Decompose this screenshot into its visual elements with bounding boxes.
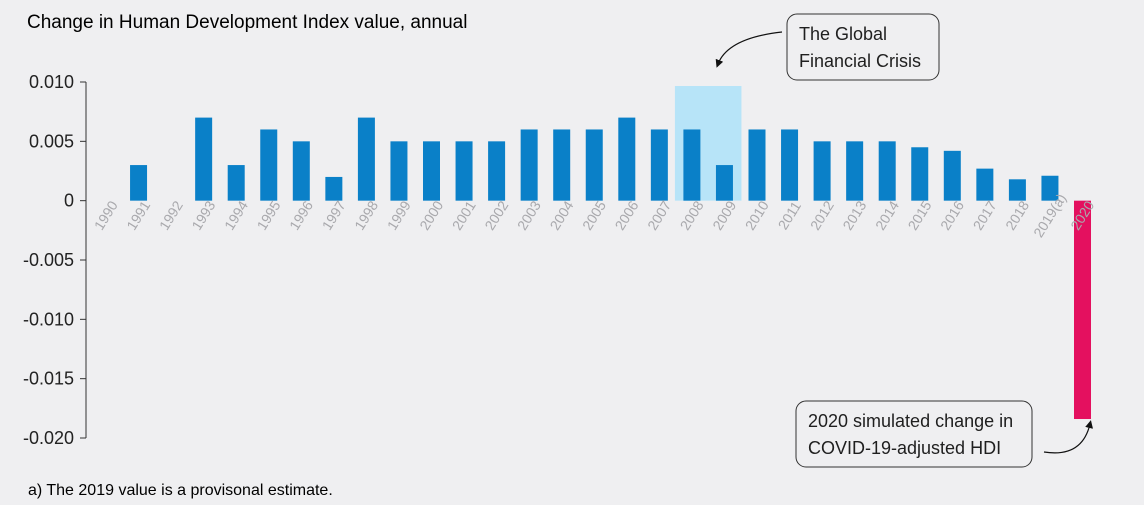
y-tick-label: -0.020	[23, 428, 74, 448]
x-tick-label: 2020	[1067, 198, 1097, 233]
x-tick-label: 1999	[384, 198, 414, 233]
chart-title: Change in Human Development Index value,…	[27, 12, 467, 33]
bar-1994	[227, 165, 245, 201]
bar-2009	[715, 165, 733, 201]
y-tick-label: 0.005	[29, 131, 74, 151]
y-tick-label: -0.005	[23, 250, 74, 270]
x-tick-label: 2014	[872, 198, 902, 233]
bar-2018	[1008, 179, 1026, 201]
x-tick-label: 2016	[937, 198, 967, 233]
bar-2004	[553, 129, 571, 201]
bar-2000	[423, 141, 440, 201]
x-tick-label: 1997	[319, 198, 349, 233]
bar-1993	[195, 117, 213, 201]
x-tick-label: 1993	[188, 198, 218, 233]
callout-box	[795, 400, 1033, 468]
x-tick-label: 1995	[253, 198, 283, 233]
x-tick-label: 2007	[644, 198, 674, 233]
x-tick-label: 2013	[839, 198, 869, 233]
y-tick-label: 0	[64, 191, 74, 211]
callout-text-line: Financial Crisis	[799, 51, 921, 71]
callout-covid-2020: 2020 simulated change in COVID-19-adjuste…	[795, 400, 1093, 468]
x-tick-label: 2000	[416, 198, 446, 233]
x-tick-label: 2012	[807, 198, 837, 233]
x-tick-label: 2005	[579, 198, 609, 233]
x-tick-label: 1991	[123, 198, 153, 233]
y-tick-label: -0.015	[23, 369, 74, 389]
chart-footnote: a) The 2019 value is a provisonal estima…	[28, 482, 333, 499]
callout-financial-crisis: The Global Financial Crisis	[715, 13, 940, 81]
x-tick-label: 2006	[612, 198, 642, 233]
bar-2008	[683, 129, 701, 201]
bar-1991	[130, 165, 148, 201]
bar-2005	[585, 129, 603, 201]
bar-2017	[976, 168, 994, 201]
x-tick-label: 2003	[514, 198, 544, 233]
bar-2007	[650, 129, 668, 201]
x-tick-label: 2015	[904, 198, 934, 233]
x-tick-label: 2009	[709, 198, 739, 233]
bar-2013	[846, 141, 864, 201]
bar-1998	[357, 117, 375, 201]
bar-2001	[455, 141, 473, 201]
y-tick-label: -0.010	[23, 309, 74, 329]
x-tick-label: 2010	[742, 198, 772, 233]
bar-2006	[618, 117, 636, 201]
x-tick-label: 2001	[449, 198, 479, 233]
x-tick-label: 1990	[91, 198, 121, 233]
callout-text-line: The Global	[799, 24, 887, 44]
callout-arrow	[1043, 420, 1093, 454]
x-tick-label: 1992	[156, 198, 186, 233]
bar-2019a	[1041, 175, 1059, 201]
bar-2002	[488, 141, 506, 201]
bar-2012	[813, 141, 831, 201]
x-tick-label: 1994	[221, 198, 251, 233]
x-tick-label: 2004	[546, 198, 576, 233]
bar-2003	[520, 129, 538, 201]
bar-2014	[878, 141, 896, 201]
x-tick-label: 2011	[775, 198, 805, 232]
callout-text-line: COVID-19-adjusted HDI	[808, 438, 1001, 458]
y-tick-label: 0.010	[29, 72, 74, 92]
x-tick-label: 1996	[286, 198, 316, 233]
bar-2020	[1074, 200, 1091, 420]
x-tick-label: 2002	[481, 198, 511, 233]
callout-arrow	[715, 31, 783, 68]
bar-2016	[943, 150, 961, 201]
x-tick-label: 2008	[677, 198, 707, 233]
bar-2015	[911, 147, 929, 201]
x-tick-label: 1998	[351, 198, 381, 233]
bar-2011	[781, 129, 799, 201]
callout-text-line: 2020 simulated change in	[808, 411, 1013, 431]
bar-1995	[260, 129, 278, 201]
bar-1996	[292, 141, 310, 201]
bar-1999	[390, 141, 408, 201]
bar-1997	[325, 176, 343, 201]
bar-2010	[748, 129, 766, 201]
callout-box	[786, 13, 940, 81]
x-tick-label: 2018	[1002, 198, 1032, 233]
x-tick-label: 2017	[970, 198, 1000, 233]
